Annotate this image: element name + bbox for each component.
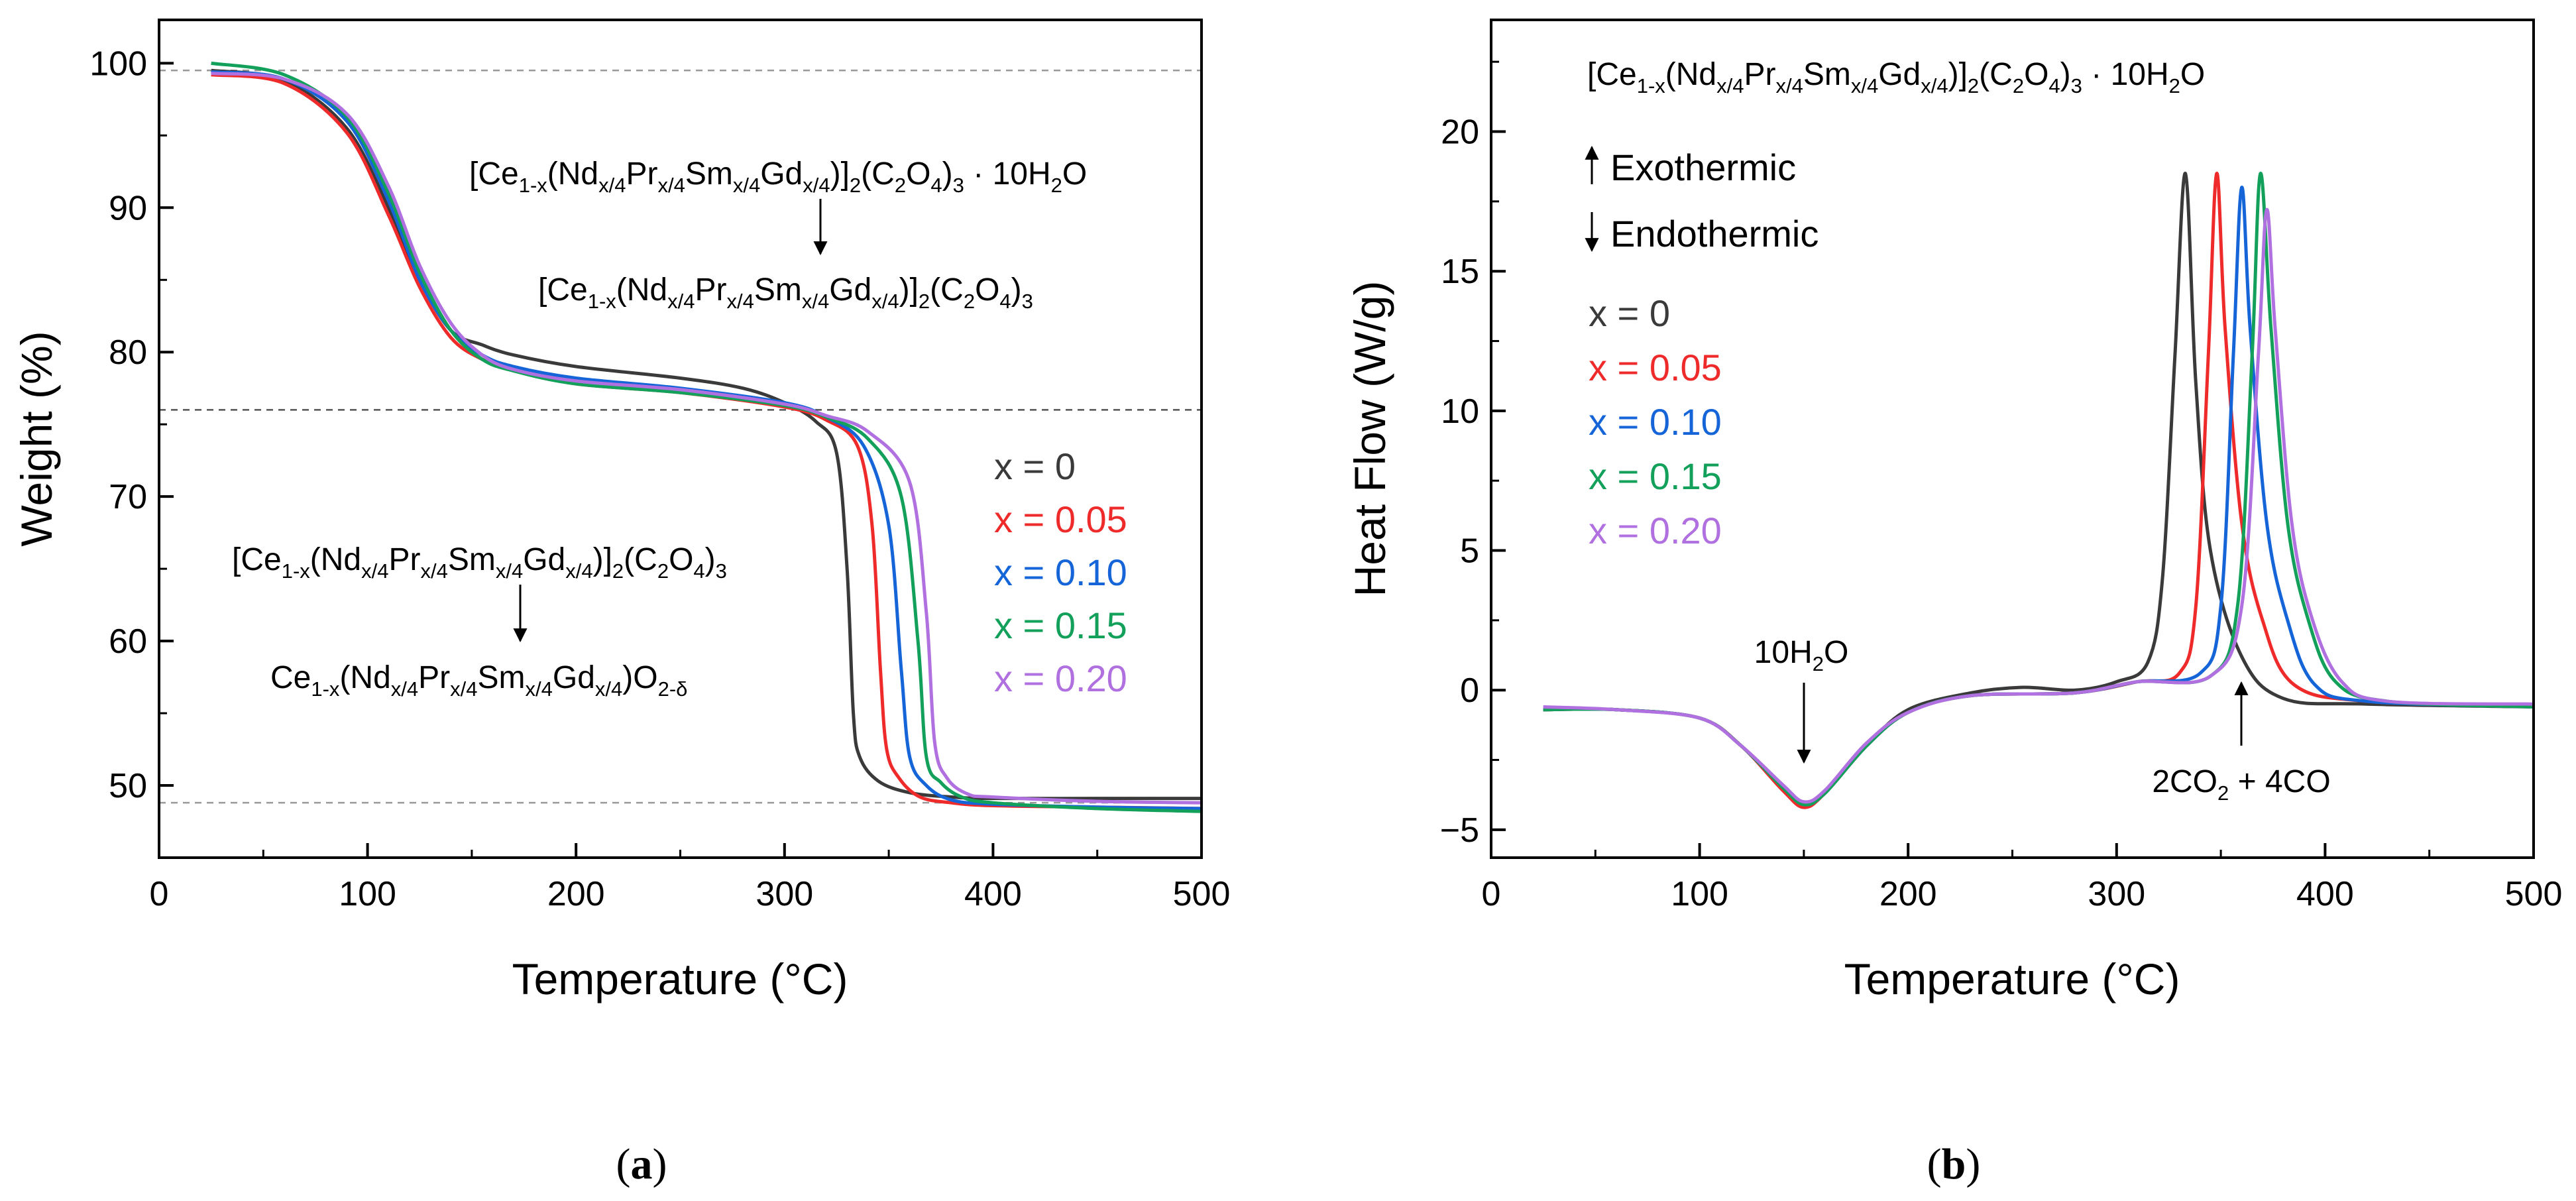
panel-a-weight-chart: 0 100 200 300 400 500 50 60 70 80 90 100 Temperatur… [12, 19, 1230, 1188]
annotation-anhydrous-formula-2: [Ce1-x(Ndx/4Prx/4Smx/4Gdx/4)]2(C2O4)3 [232, 542, 727, 583]
y-tick-label: 60 [109, 622, 147, 661]
legend-entry: x = 0.10 [994, 551, 1127, 593]
y-tick-label: 80 [109, 333, 147, 372]
legend-entry: x = 0.05 [1589, 347, 1722, 388]
x-tick-label: 100 [1671, 875, 1728, 913]
series-group [211, 61, 1202, 813]
y-tick-label: 50 [109, 767, 147, 805]
y-tick-label: 20 [1441, 113, 1479, 152]
series-line [211, 73, 1202, 811]
y-tick-label: 100 [89, 44, 147, 83]
panel-label-a: (a) [616, 1140, 667, 1188]
legend-entry: x = 0.20 [994, 658, 1127, 699]
series-line [1543, 172, 2534, 809]
panel-label-b-letter: b [1942, 1140, 1966, 1188]
y-tick-label: 0 [1460, 671, 1479, 710]
y-tick-label: 90 [109, 189, 147, 227]
legend-entry: x = 0.15 [1589, 455, 1722, 497]
y-tick-label: 10 [1441, 392, 1479, 431]
x-tick-label: 300 [756, 875, 813, 913]
annotation-hydrate-formula: [Ce1-x(Ndx/4Prx/4Smx/4Gdx/4)]2(C2O4)3 · … [469, 156, 1087, 197]
legend-entry: x = 0 [1589, 292, 1670, 334]
x-axis-title: Temperature (°C) [1844, 954, 2180, 1003]
annotation-gas-release: 2CO2 + 4CO [2152, 764, 2330, 805]
x-tick-label: 400 [964, 875, 1022, 913]
legend: x = 0 x = 0.05 x = 0.10 x = 0.15 x = 0.20 [1589, 292, 1722, 551]
x-tick-label: 0 [150, 875, 169, 913]
annotation-10h2o: 10H2O [1754, 635, 1849, 675]
panel-label-b: (b) [1927, 1140, 1981, 1188]
endothermic-label: Endothermic [1610, 213, 1819, 255]
series-line [211, 72, 1202, 805]
y-tick-label: −5 [1440, 811, 1479, 850]
legend-entry: x = 0.20 [1589, 510, 1722, 551]
x-axis-title: Temperature (°C) [512, 954, 848, 1003]
legend: x = 0 x = 0.05 x = 0.10 x = 0.15 x = 0.20 [994, 445, 1127, 699]
x-tick-label: 0 [1482, 875, 1501, 913]
x-tick-label: 500 [2505, 875, 2563, 913]
axis-ticks: 0 100 200 300 400 500 50 60 70 80 90 100 [89, 44, 1230, 913]
annotation-anhydrous-formula: [Ce1-x(Ndx/4Prx/4Smx/4Gdx/4)]2(C2O4)3 [538, 272, 1033, 313]
x-tick-label: 100 [339, 875, 396, 913]
plot-frame [158, 19, 1203, 859]
panel-label-a-letter: a [631, 1140, 653, 1188]
y-tick-label: 15 [1441, 253, 1479, 291]
series-line [1543, 207, 2534, 804]
x-tick-label: 200 [1879, 875, 1937, 913]
y-tick-label: 5 [1460, 532, 1479, 571]
y-tick-label: 70 [109, 478, 147, 516]
legend-entry: x = 0.05 [994, 498, 1127, 540]
annotation-oxide-formula: Ce1-x(Ndx/4Prx/4Smx/4Gdx/4)O2-δ [270, 660, 687, 701]
legend-entry: x = 0.15 [994, 604, 1127, 646]
series-group [1543, 172, 2534, 809]
legend-entry: x = 0 [994, 445, 1076, 487]
y-axis-title: Weight (%) [12, 331, 61, 546]
x-tick-label: 500 [1173, 875, 1231, 913]
x-tick-label: 200 [547, 875, 605, 913]
y-axis-title: Heat Flow (W/g) [1345, 281, 1394, 597]
chart-title: [Ce1-x(Ndx/4Prx/4Smx/4Gdx/4)]2(C2O4)3 · … [1587, 57, 2205, 97]
legend-entry: x = 0.10 [1589, 401, 1722, 443]
x-tick-label: 400 [2296, 875, 2354, 913]
exothermic-label: Exothermic [1610, 146, 1796, 188]
x-tick-label: 300 [2088, 875, 2145, 913]
